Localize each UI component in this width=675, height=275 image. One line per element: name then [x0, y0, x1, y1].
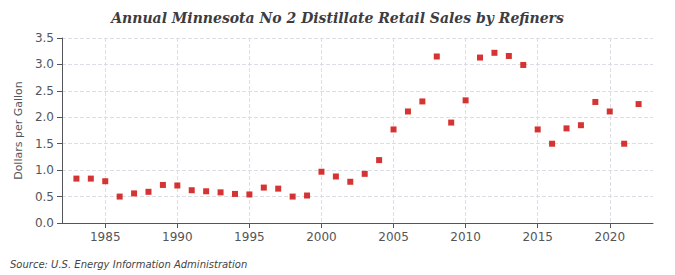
svg-text:3.0: 3.0: [35, 57, 54, 71]
svg-text:1985: 1985: [90, 230, 121, 244]
svg-text:2010: 2010: [450, 230, 481, 244]
svg-text:0.5: 0.5: [35, 190, 54, 204]
svg-text:3.5: 3.5: [35, 31, 54, 45]
svg-text:2000: 2000: [306, 230, 337, 244]
svg-text:1990: 1990: [162, 230, 193, 244]
svg-text:Annual Minnesota No 2 Distilla: Annual Minnesota No 2 Distillate Retail …: [109, 10, 564, 26]
svg-text:2005: 2005: [378, 230, 409, 244]
svg-text:2.0: 2.0: [35, 110, 54, 124]
svg-text:2015: 2015: [522, 230, 553, 244]
svg-text:2.5: 2.5: [35, 84, 54, 98]
svg-text:Dollars per Gallon: Dollars per Gallon: [12, 81, 25, 180]
svg-text:1.5: 1.5: [35, 137, 54, 151]
svg-text:1.0: 1.0: [35, 163, 54, 177]
svg-text:1995: 1995: [234, 230, 265, 244]
svg-text:0.0: 0.0: [35, 216, 54, 230]
svg-text:Source: U.S. Energy Informatio: Source: U.S. Energy Information Administ…: [10, 259, 247, 270]
svg-text:2020: 2020: [594, 230, 625, 244]
